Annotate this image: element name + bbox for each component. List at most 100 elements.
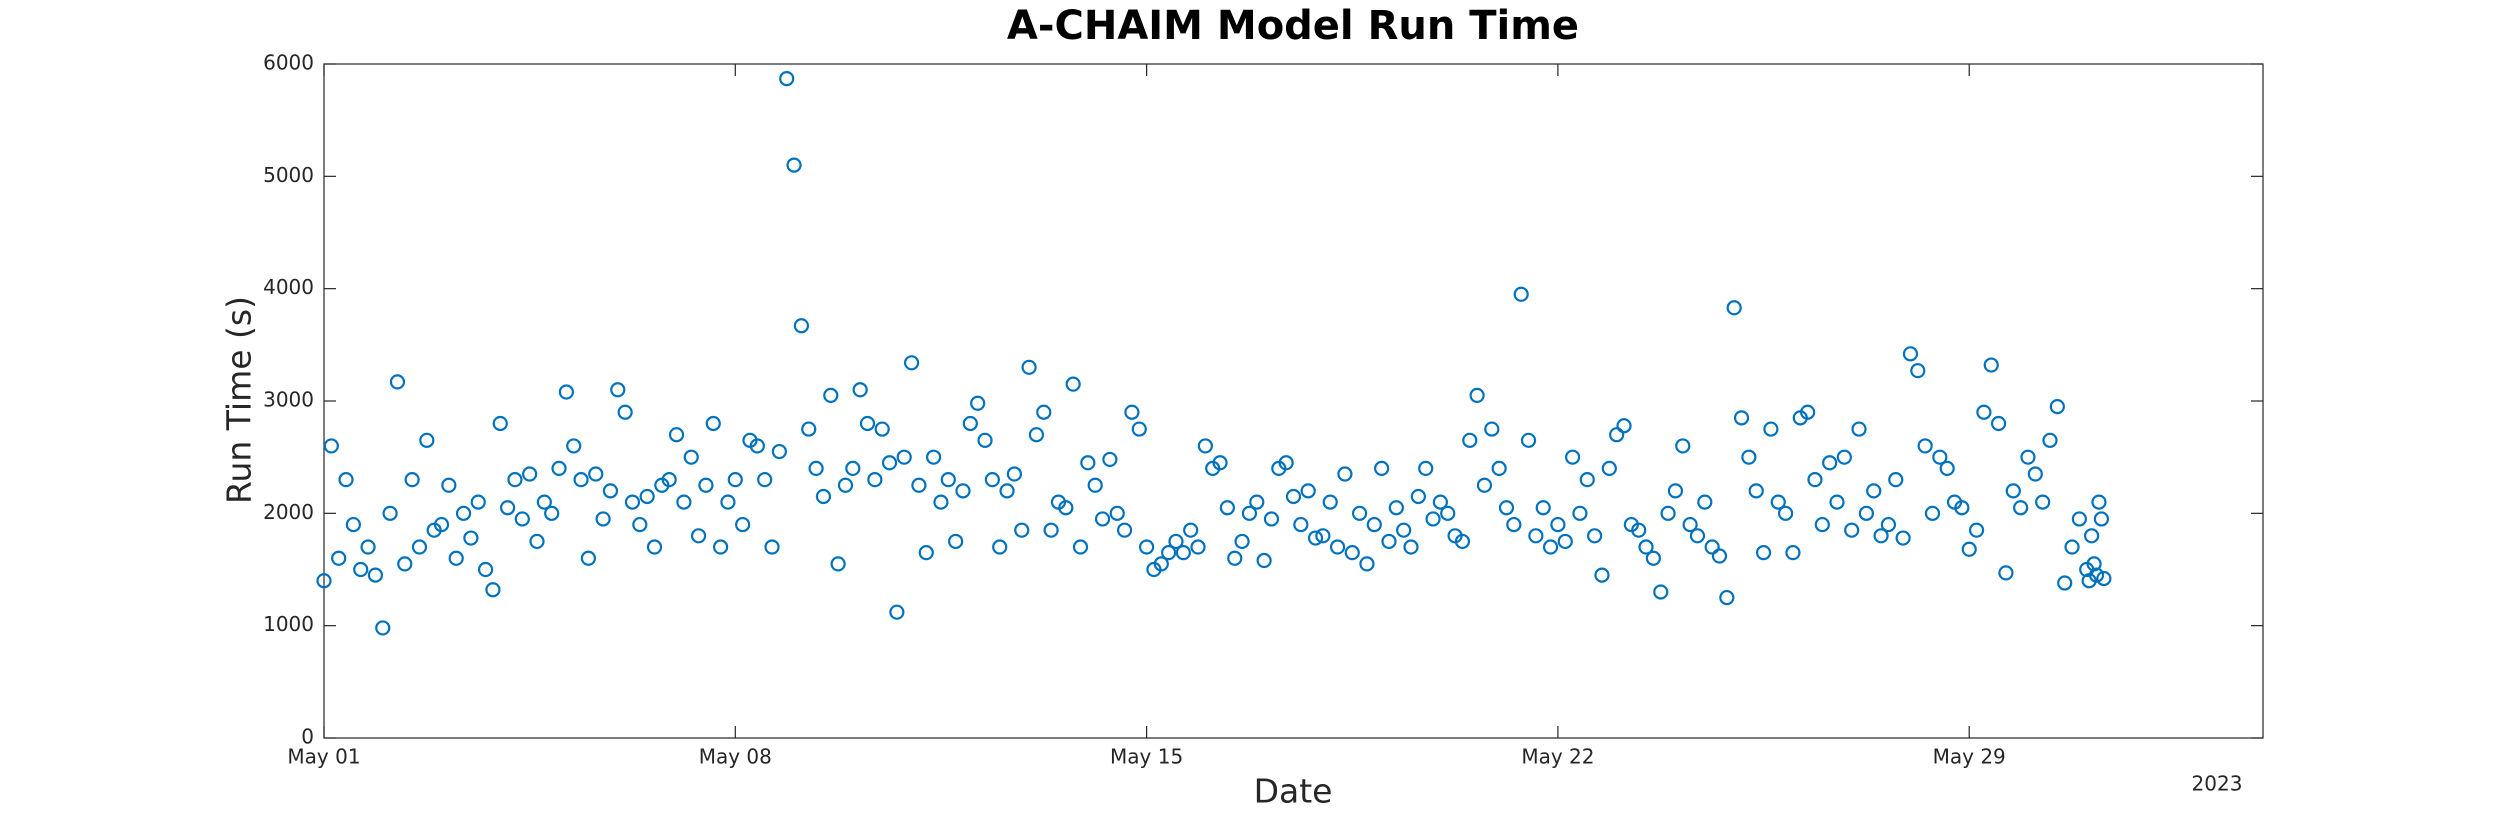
data-point xyxy=(1506,516,1522,533)
data-point xyxy=(1917,438,1933,454)
data-point xyxy=(375,620,391,636)
data-point xyxy=(1557,533,1573,550)
data-point xyxy=(1822,455,1838,471)
data-point xyxy=(837,477,854,493)
data-point xyxy=(1609,427,1625,443)
data-point xyxy=(984,472,1000,488)
data-point xyxy=(1631,522,1647,538)
y-tick-label: 0 xyxy=(301,725,314,749)
data-point xyxy=(316,573,332,589)
data-point xyxy=(624,494,641,510)
y-tick-label: 3000 xyxy=(263,388,314,412)
data-point xyxy=(485,582,501,598)
data-point xyxy=(1028,427,1045,443)
data-point xyxy=(1131,421,1147,437)
data-point xyxy=(632,516,648,533)
data-point xyxy=(698,477,714,493)
data-point xyxy=(419,432,435,448)
data-point xyxy=(433,516,450,533)
data-point xyxy=(2020,449,2036,465)
data-point xyxy=(749,438,765,454)
x-tick-label: May 08 xyxy=(699,745,772,769)
data-point xyxy=(1403,539,1419,555)
data-point xyxy=(786,157,802,173)
data-point xyxy=(529,533,545,550)
data-point xyxy=(815,488,832,505)
data-point xyxy=(573,472,589,488)
data-point xyxy=(455,505,472,521)
data-point xyxy=(522,466,538,482)
data-point xyxy=(463,530,479,546)
data-point xyxy=(1352,505,1368,521)
data-point xyxy=(1337,466,1353,482)
data-point xyxy=(2093,511,2110,527)
data-point xyxy=(1315,528,1331,544)
data-point xyxy=(1741,449,1757,465)
data-point xyxy=(1109,505,1125,521)
data-point xyxy=(1124,404,1140,420)
data-point xyxy=(1080,455,1096,471)
data-point xyxy=(1072,539,1089,555)
data-point xyxy=(1102,451,1118,468)
data-point xyxy=(1374,460,1390,476)
data-point xyxy=(595,511,611,527)
y-axis-label: Run Time (s) xyxy=(220,296,259,504)
data-point xyxy=(1667,483,1684,499)
data-point xyxy=(1829,494,1845,510)
data-point xyxy=(1528,528,1544,544)
data-point xyxy=(1322,494,1338,510)
data-point xyxy=(2096,570,2112,587)
data-point xyxy=(1858,505,1874,521)
data-point xyxy=(1285,488,1302,505)
data-point xyxy=(1234,533,1250,550)
data-point xyxy=(727,472,743,488)
data-point xyxy=(1572,505,1588,521)
data-point xyxy=(1660,505,1676,521)
data-point xyxy=(771,443,787,460)
data-point xyxy=(1219,500,1235,516)
data-point xyxy=(1726,300,1742,316)
data-point xyxy=(1601,460,1617,476)
data-point xyxy=(1733,410,1750,426)
data-point xyxy=(705,415,721,432)
data-point xyxy=(1484,421,1500,437)
data-point xyxy=(992,539,1008,555)
data-point xyxy=(1550,516,1566,533)
data-point xyxy=(1697,494,1713,510)
data-point xyxy=(823,387,839,403)
data-point xyxy=(1653,584,1669,600)
data-point xyxy=(713,539,729,555)
data-point xyxy=(1462,432,1478,448)
data-point xyxy=(896,449,912,465)
data-point xyxy=(2035,494,2051,510)
data-point xyxy=(1197,438,1213,454)
data-point xyxy=(1329,539,1346,555)
data-point xyxy=(874,421,890,437)
y-tick-label: 1000 xyxy=(263,612,314,636)
data-point xyxy=(1425,511,1441,527)
data-point xyxy=(1300,483,1316,499)
data-point xyxy=(661,472,677,488)
data-point xyxy=(1256,552,1272,569)
data-point xyxy=(2005,483,2021,499)
data-point xyxy=(1645,550,1661,566)
data-point xyxy=(1800,404,1816,420)
data-point xyxy=(779,71,795,87)
data-point xyxy=(1396,522,1412,538)
data-point xyxy=(1388,500,1404,516)
data-point xyxy=(1851,421,1867,437)
x-tick-label: May 29 xyxy=(1933,745,2006,769)
x-year-label: 2023 xyxy=(2192,772,2243,796)
x-axis-label: Date xyxy=(1254,772,1333,811)
data-point xyxy=(536,494,552,510)
y-tick-label: 2000 xyxy=(263,500,314,524)
data-point xyxy=(448,550,464,566)
data-point xyxy=(1212,455,1228,471)
data-point xyxy=(2027,466,2043,482)
data-point xyxy=(1704,539,1720,555)
data-point xyxy=(1844,522,1860,538)
data-point xyxy=(1432,494,1448,510)
data-point xyxy=(668,427,685,443)
data-point xyxy=(1770,494,1786,510)
